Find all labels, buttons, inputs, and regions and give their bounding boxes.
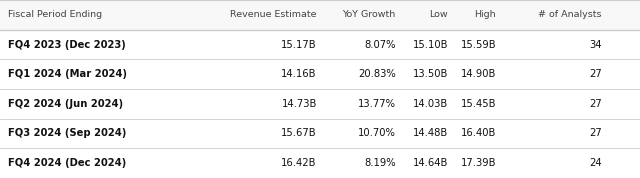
Text: 14.16B: 14.16B	[282, 69, 317, 79]
Bar	[0, 59, 640, 89]
Text: # of Analysts: # of Analysts	[538, 10, 602, 19]
Text: 16.40B: 16.40B	[461, 129, 496, 138]
Text: FQ1 2024 (Mar 2024): FQ1 2024 (Mar 2024)	[8, 69, 127, 79]
Bar	[0, 30, 640, 59]
Bar	[0, 148, 640, 178]
Text: 10.70%: 10.70%	[358, 129, 396, 138]
Text: FQ3 2024 (Sep 2024): FQ3 2024 (Sep 2024)	[8, 129, 126, 138]
Bar	[0, 0, 640, 30]
Text: 27: 27	[589, 129, 602, 138]
Text: High: High	[474, 10, 496, 19]
Text: 34: 34	[589, 40, 602, 49]
Text: 14.48B: 14.48B	[413, 129, 448, 138]
Text: 8.19%: 8.19%	[364, 158, 396, 168]
Text: 14.90B: 14.90B	[461, 69, 496, 79]
Text: 8.07%: 8.07%	[364, 40, 396, 49]
Text: 13.77%: 13.77%	[358, 99, 396, 109]
Text: 20.83%: 20.83%	[358, 69, 396, 79]
Text: Fiscal Period Ending: Fiscal Period Ending	[8, 10, 102, 19]
Text: 27: 27	[589, 99, 602, 109]
Text: Low: Low	[429, 10, 448, 19]
Text: FQ2 2024 (Jun 2024): FQ2 2024 (Jun 2024)	[8, 99, 123, 109]
Text: FQ4 2024 (Dec 2024): FQ4 2024 (Dec 2024)	[8, 158, 126, 168]
Bar	[0, 119, 640, 148]
Text: 14.73B: 14.73B	[282, 99, 317, 109]
Text: 15.59B: 15.59B	[460, 40, 496, 49]
Bar	[0, 89, 640, 119]
Text: 13.50B: 13.50B	[413, 69, 448, 79]
Text: 14.03B: 14.03B	[413, 99, 448, 109]
Text: 15.17B: 15.17B	[281, 40, 317, 49]
Text: YoY Growth: YoY Growth	[342, 10, 396, 19]
Text: 24: 24	[589, 158, 602, 168]
Text: 27: 27	[589, 69, 602, 79]
Text: 15.45B: 15.45B	[461, 99, 496, 109]
Text: Revenue Estimate: Revenue Estimate	[230, 10, 317, 19]
Text: 14.64B: 14.64B	[413, 158, 448, 168]
Text: 15.67B: 15.67B	[281, 129, 317, 138]
Text: 15.10B: 15.10B	[413, 40, 448, 49]
Text: 17.39B: 17.39B	[461, 158, 496, 168]
Text: FQ4 2023 (Dec 2023): FQ4 2023 (Dec 2023)	[8, 40, 125, 49]
Text: 16.42B: 16.42B	[282, 158, 317, 168]
